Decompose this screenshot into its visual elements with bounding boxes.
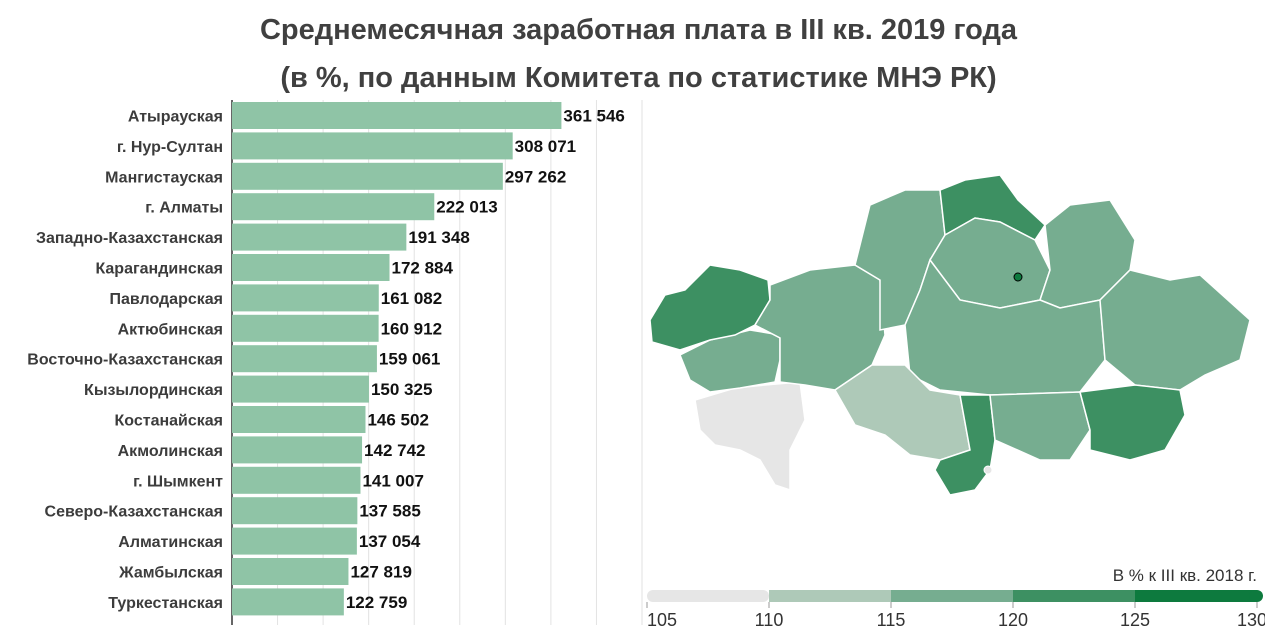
legend-swatch xyxy=(769,590,891,602)
bar xyxy=(232,527,357,555)
category-label: г. Шымкент xyxy=(133,473,223,490)
bar xyxy=(232,314,379,342)
value-label: 137 054 xyxy=(359,532,421,551)
bar xyxy=(232,558,349,585)
category-label: Акмолинская xyxy=(118,443,223,460)
map-region-mangistau xyxy=(694,381,806,492)
value-label: 122 759 xyxy=(346,593,407,612)
value-label: 308 071 xyxy=(515,137,576,156)
value-label: 361 546 xyxy=(563,107,624,126)
value-label: 160 912 xyxy=(381,319,442,338)
category-label: Восточно-Казахстанская xyxy=(27,352,223,369)
category-label: г. Алматы xyxy=(145,200,223,217)
bar xyxy=(232,345,377,373)
category-label: Западно-Казахстанская xyxy=(36,230,223,247)
category-label: Туркестанская xyxy=(108,595,223,612)
bar xyxy=(232,588,344,616)
bar xyxy=(232,284,379,312)
map-region-almaty xyxy=(1079,384,1186,461)
legend-tick-label: 130 xyxy=(1237,610,1265,630)
map-region-karaganda xyxy=(904,258,1106,396)
value-label: 137 585 xyxy=(359,502,420,521)
category-label: Костанайская xyxy=(115,413,224,430)
category-label: Актюбинская xyxy=(118,321,223,338)
legend-swatch xyxy=(647,590,769,602)
legend-tick-label: 110 xyxy=(755,610,784,630)
legend-tick-label: 125 xyxy=(1120,610,1150,630)
value-label: 127 819 xyxy=(350,563,411,582)
value-label: 172 884 xyxy=(392,259,454,278)
category-label: Карагандинская xyxy=(95,261,223,278)
category-label: Павлодарская xyxy=(109,291,223,308)
legend-swatch-end xyxy=(1249,590,1263,602)
map-region-east xyxy=(1099,269,1251,391)
chart-title: Среднемесячная заработная плата в III кв… xyxy=(259,14,1018,46)
legend-title: В % к III кв. 2018 г. xyxy=(1112,566,1257,585)
category-label: Алматинская xyxy=(118,534,223,551)
map-region-zhambyl xyxy=(989,391,1091,461)
bar xyxy=(232,466,361,494)
legend-tick-label: 105 xyxy=(647,610,677,630)
kazakhstan-choropleth-map xyxy=(649,174,1251,496)
value-label: 161 082 xyxy=(381,289,442,308)
legend-swatch xyxy=(1135,590,1257,602)
bar xyxy=(232,162,503,190)
color-legend: 105 110 115 120 125 130 xyxy=(646,590,1265,630)
bar xyxy=(232,497,358,525)
bar xyxy=(232,102,562,129)
category-label: Мангистауская xyxy=(105,169,223,186)
legend-tick-label: 120 xyxy=(998,610,1028,630)
legend-swatch xyxy=(891,590,1013,602)
category-label: Кызылординская xyxy=(84,382,223,399)
value-label: 141 007 xyxy=(362,471,423,490)
value-label: 150 325 xyxy=(371,380,432,399)
bar-chart: Атырауская 361 546 г. Нур-Султан 308 071 Ман… xyxy=(27,100,643,625)
value-label: 159 061 xyxy=(379,350,440,369)
map-city-shymkent xyxy=(983,465,993,475)
category-label: Северо-Казахстанская xyxy=(45,504,223,521)
bar xyxy=(232,254,390,281)
bar xyxy=(232,193,435,221)
value-label: 191 348 xyxy=(408,228,469,247)
bar xyxy=(232,436,363,464)
value-label: 222 013 xyxy=(436,198,497,217)
category-label: г. Нур-Султан xyxy=(117,139,223,156)
value-label: 146 502 xyxy=(367,411,428,430)
chart-subtitle: (в %, по данным Комитета по статистике М… xyxy=(280,62,997,94)
legend-swatch xyxy=(1013,590,1135,602)
map-city-nursultan xyxy=(1013,272,1023,282)
category-label: Жамбылская xyxy=(118,565,223,582)
value-label: 297 262 xyxy=(505,167,566,186)
value-label: 142 742 xyxy=(364,441,425,460)
bar xyxy=(232,406,366,433)
category-label: Атырауская xyxy=(128,109,223,126)
bar xyxy=(232,375,369,403)
legend-tick-label: 115 xyxy=(877,610,906,630)
bar xyxy=(232,223,407,251)
bar xyxy=(232,132,513,160)
